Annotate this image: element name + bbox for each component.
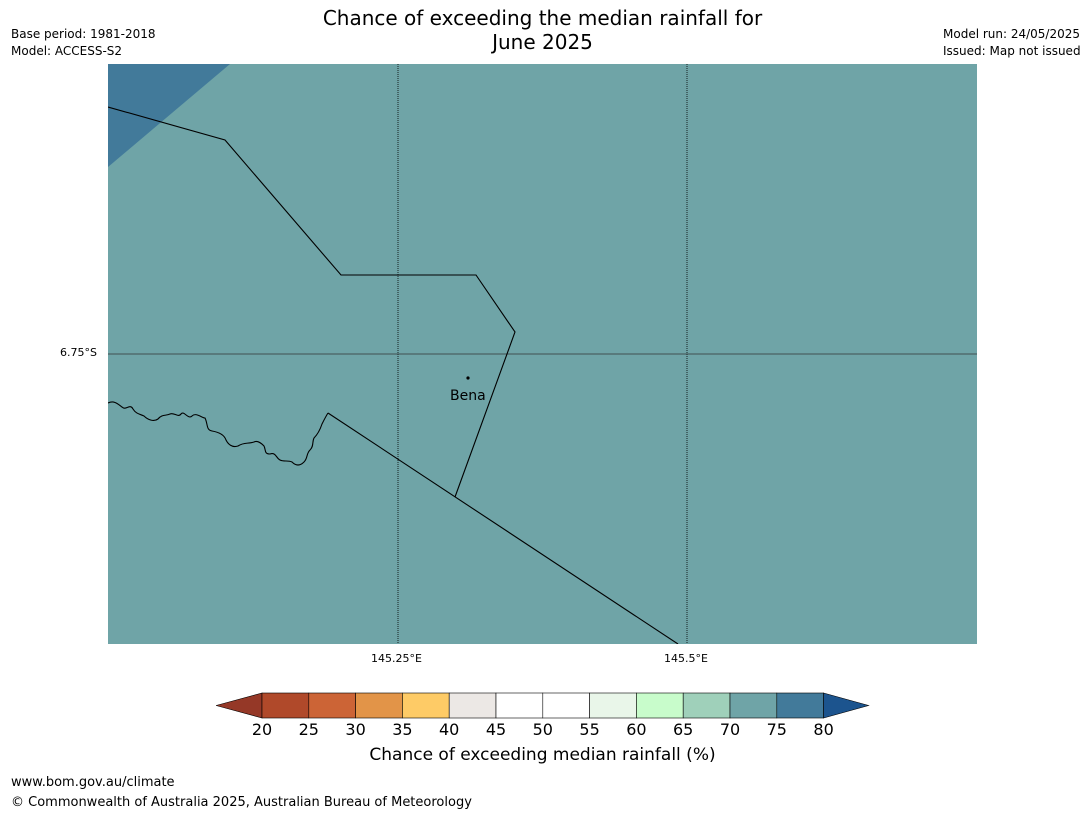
footer-url[interactable]: www.bom.gov.au/climate <box>11 775 175 790</box>
colorbar-segment <box>308 692 356 719</box>
coastline <box>108 401 329 466</box>
colorbar-tick-label: 55 <box>579 720 600 739</box>
colorbar-tick-label: 60 <box>626 720 647 739</box>
latitude-label: 6.75°S <box>60 346 97 359</box>
colorbar-segment <box>776 692 824 719</box>
meta-right: Model run: 24/05/2025 Issued: Map not is… <box>943 26 1081 60</box>
province-boundary <box>108 106 516 498</box>
colorbar-segment <box>542 692 590 719</box>
colorbar-tick-label: 75 <box>766 720 787 739</box>
colorbar <box>216 692 870 719</box>
colorbar-tick-label: 20 <box>251 720 273 739</box>
longitude-label-145-25: 145.25°E <box>371 652 422 665</box>
colorbar-segment <box>589 692 637 719</box>
colorbar-tick-label: 30 <box>345 720 366 739</box>
colorbar-tick-label: 80 <box>813 720 834 739</box>
colorbar-tick-label: 70 <box>719 720 741 739</box>
colorbar-tick-label: 45 <box>485 720 507 739</box>
colorbar-low-extension <box>216 692 263 719</box>
colorbar-segment <box>636 692 684 719</box>
colorbar-segment <box>402 692 450 719</box>
colorbar-segment <box>729 692 778 719</box>
bena-marker <box>466 376 470 380</box>
title-line-1: Chance of exceeding the median rainfall … <box>322 6 763 30</box>
base-period: Base period: 1981-2018 <box>11 27 156 41</box>
bena-label: Bena <box>450 388 486 404</box>
issued-status: Issued: Map not issued <box>943 44 1081 58</box>
footer-copyright: © Commonwealth of Australia 2025, Austra… <box>11 795 472 810</box>
colorbar-label: Chance of exceeding median rainfall (%) <box>369 745 716 765</box>
title-line-2: June 2025 <box>492 30 593 54</box>
colorbar-tick-label: 65 <box>673 720 694 739</box>
longitude-label-145-5: 145.5°E <box>664 652 708 665</box>
colorbar-tick-label: 40 <box>439 720 460 739</box>
colorbar-segment <box>448 692 497 719</box>
model-name: Model: ACCESS-S2 <box>11 44 123 58</box>
colorbar-tick-label: 50 <box>532 720 553 739</box>
colorbar-tick-label: 35 <box>392 720 413 739</box>
province-boundary <box>327 412 679 644</box>
meta-left: Base period: 1981-2018 Model: ACCESS-S2 <box>11 26 156 60</box>
colorbar-segment <box>355 692 403 719</box>
map-corner-region <box>108 64 230 167</box>
model-run: Model run: 24/05/2025 <box>943 27 1081 41</box>
colorbar-segment <box>495 692 544 719</box>
colorbar-segment <box>261 692 310 719</box>
colorbar-high-extension <box>823 692 870 719</box>
map-title: Chance of exceeding the median rainfall … <box>0 6 1085 54</box>
map-canvas <box>108 64 977 644</box>
colorbar-tick-label: 25 <box>298 720 319 739</box>
colorbar-segment <box>682 692 731 719</box>
